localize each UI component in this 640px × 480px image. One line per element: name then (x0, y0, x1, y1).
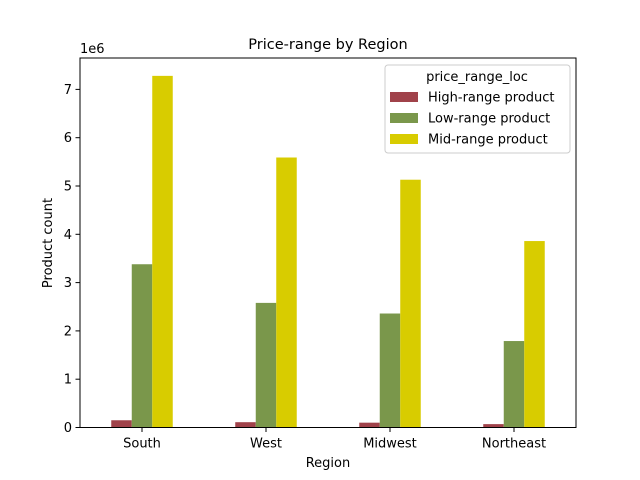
bar-low-range-product-northeast (503, 341, 525, 428)
bar-mid-range-product-northeast (524, 241, 545, 428)
legend: price_range_loc High-range product Low-ra… (384, 64, 571, 154)
bar-mid-range-product-south (152, 75, 173, 428)
bar-low-range-product-west (255, 302, 277, 428)
x-tick-label: West (250, 437, 282, 452)
legend-swatch (390, 134, 418, 144)
bar-high-range-product-south (111, 420, 132, 428)
bar-high-range-product-midwest (359, 422, 380, 428)
bar-mid-range-product-midwest (400, 179, 421, 428)
legend-title: price_range_loc (426, 70, 528, 85)
bars-group (111, 75, 545, 428)
legend-entries: High-range product Low-range product Mid-r… (390, 91, 555, 148)
bar-low-range-product-south (131, 264, 153, 428)
y-tick-label: 0 (64, 421, 72, 436)
x-axis-label: Region (306, 456, 351, 471)
plot-frame (79, 57, 577, 428)
y-scale-label: 1e6 (80, 42, 105, 57)
legend-label: Mid-range product (428, 133, 548, 148)
bar-low-range-product-midwest (379, 313, 401, 428)
legend-label: Low-range product (428, 112, 550, 127)
legend-frame (384, 64, 571, 154)
y-tick-label: 4 (64, 228, 72, 243)
y-tick-label: 6 (64, 131, 72, 146)
y-tick-label: 3 (64, 276, 72, 291)
chart-title: Price-range by Region (248, 37, 407, 53)
y-tick-label: 1 (64, 373, 72, 388)
y-tick-label: 7 (64, 83, 72, 98)
y-axis-label: Product count (41, 198, 56, 288)
y-tick-label: 2 (64, 324, 72, 339)
x-tick-label: Northeast (482, 437, 546, 452)
y-tick-label: 5 (64, 179, 72, 194)
x-tick-label: Midwest (363, 437, 417, 452)
legend-swatch (390, 113, 418, 123)
bar-mid-range-product-west (276, 157, 297, 428)
x-tick-label: South (123, 437, 161, 452)
x-axis-ticks: South West Midwest Northeast (123, 427, 546, 452)
bar-high-range-product-northeast (483, 424, 504, 428)
bar-high-range-product-west (235, 422, 256, 428)
legend-swatch (390, 92, 418, 102)
legend-label: High-range product (428, 91, 555, 106)
y-axis-ticks: 0 1 2 3 4 5 6 7 (64, 83, 80, 436)
